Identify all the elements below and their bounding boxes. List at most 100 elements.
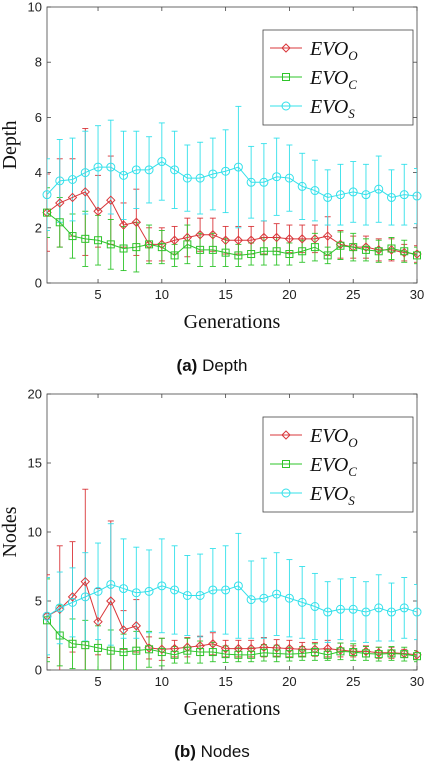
- evo-s-point: [131, 588, 141, 598]
- caption-tag: (b): [174, 742, 196, 761]
- evo-o-point: [169, 643, 180, 654]
- evo-c-point: [157, 648, 166, 657]
- legend-marker: [281, 488, 291, 498]
- x-tick-label: 25: [346, 287, 360, 302]
- evo-o-point: [195, 641, 205, 651]
- evo-s-errorbars: [47, 523, 417, 656]
- evo-s-point: [119, 584, 129, 594]
- evo-o-point: [157, 644, 167, 655]
- evo-c-point: [94, 236, 103, 245]
- evo-c-point: [247, 650, 256, 659]
- y-tick-label: 6: [35, 110, 42, 125]
- y-tick-label: 20: [28, 387, 42, 402]
- evo-s-point: [182, 173, 192, 183]
- evo-s-point: [93, 162, 103, 172]
- x-tick-label: 20: [282, 674, 296, 689]
- evo-o-point: [67, 592, 78, 602]
- evo-s-point: [412, 191, 422, 201]
- x-tick-label: 20: [282, 287, 296, 302]
- evo-o-point: [55, 604, 65, 614]
- evo-o-point: [386, 245, 397, 255]
- evo-s-point: [272, 589, 282, 599]
- evo-c-point: [145, 240, 154, 249]
- evo-s-line: [46, 583, 418, 617]
- evo-o-point: [220, 235, 231, 245]
- legend-label: EVOO: [309, 38, 358, 63]
- evo-s-point: [272, 172, 282, 182]
- evo-o-point: [412, 249, 422, 259]
- y-tick-label: 0: [35, 663, 42, 678]
- y-tick-label: 10: [28, 525, 42, 540]
- evo-s-point: [170, 165, 180, 175]
- evo-s-series: [42, 579, 422, 621]
- y-axis-title: Nodes: [0, 506, 21, 557]
- evo-o-point: [335, 645, 346, 655]
- y-tick-label: 0: [35, 276, 42, 291]
- evo-o-point: [412, 650, 422, 660]
- evo-s-point: [323, 192, 333, 202]
- evo-s-point: [42, 190, 52, 200]
- evo-o-point: [106, 596, 116, 606]
- evo-c-point: [145, 645, 154, 654]
- evo-s-point: [361, 190, 371, 200]
- chart-panel-nodes: 0 5 10 15 20 5 10 15 20 25 30 Generations Nodes EVOO E…: [0, 387, 424, 774]
- evo-s-point: [55, 176, 65, 186]
- evo-c-point: [259, 648, 268, 657]
- evo-o-point: [55, 198, 65, 208]
- evo-o-point: [271, 232, 282, 243]
- evo-o-point: [310, 234, 320, 244]
- evo-s-point: [68, 597, 78, 607]
- evo-s-point: [233, 162, 243, 172]
- x-tick-label: 30: [410, 287, 424, 302]
- y-tick-label: 2: [35, 220, 42, 235]
- evo-c-point: [272, 649, 281, 658]
- evo-c-point: [208, 648, 217, 657]
- evo-o-point: [246, 643, 256, 654]
- evo-s-point: [119, 170, 129, 180]
- evo-s-point: [68, 175, 78, 184]
- evo-c-point: [119, 648, 128, 657]
- evo-s-point: [80, 592, 90, 602]
- evo-s-point: [297, 181, 307, 191]
- caption-text: Depth: [202, 356, 248, 375]
- evo-o-point: [399, 247, 409, 258]
- evo-c-point: [336, 647, 345, 656]
- evo-s-point: [348, 604, 358, 614]
- evo-o-point: [131, 621, 142, 631]
- evo-o-point: [106, 195, 116, 205]
- evo-c-point: [208, 245, 217, 254]
- evo-c-point: [413, 251, 421, 260]
- evo-c-point: [374, 247, 383, 256]
- evo-s-point: [195, 590, 205, 600]
- evo-s-point: [208, 169, 218, 179]
- evo-c-point: [247, 250, 256, 259]
- evo-o-point: [80, 187, 90, 197]
- evo-o-point: [208, 229, 218, 240]
- evo-s-point: [259, 593, 269, 603]
- evo-c-point: [259, 247, 268, 256]
- evo-c-point: [323, 251, 332, 260]
- evo-s-point: [55, 603, 65, 613]
- evo-c-point: [106, 646, 115, 655]
- evo-s-point: [310, 602, 320, 612]
- evo-s-line: [46, 160, 418, 198]
- evo-c-point: [68, 639, 77, 648]
- evo-s-point: [361, 607, 371, 617]
- evo-c-point: [361, 245, 370, 254]
- evo-s-point: [233, 581, 243, 591]
- evo-o-point: [182, 642, 193, 652]
- legend-marker: [281, 43, 291, 53]
- caption-text: Nodes: [200, 742, 250, 761]
- evo-c-point: [298, 649, 307, 658]
- x-tick-label: 15: [218, 287, 232, 302]
- evo-o-point: [220, 643, 231, 654]
- evo-o-point: [195, 229, 205, 240]
- evo-s-point: [182, 590, 192, 600]
- evo-c-point: [132, 646, 141, 655]
- evo-c-point: [400, 650, 409, 659]
- evo-c-point: [170, 650, 179, 659]
- evo-c-point: [310, 243, 319, 252]
- evo-o-point: [157, 239, 167, 250]
